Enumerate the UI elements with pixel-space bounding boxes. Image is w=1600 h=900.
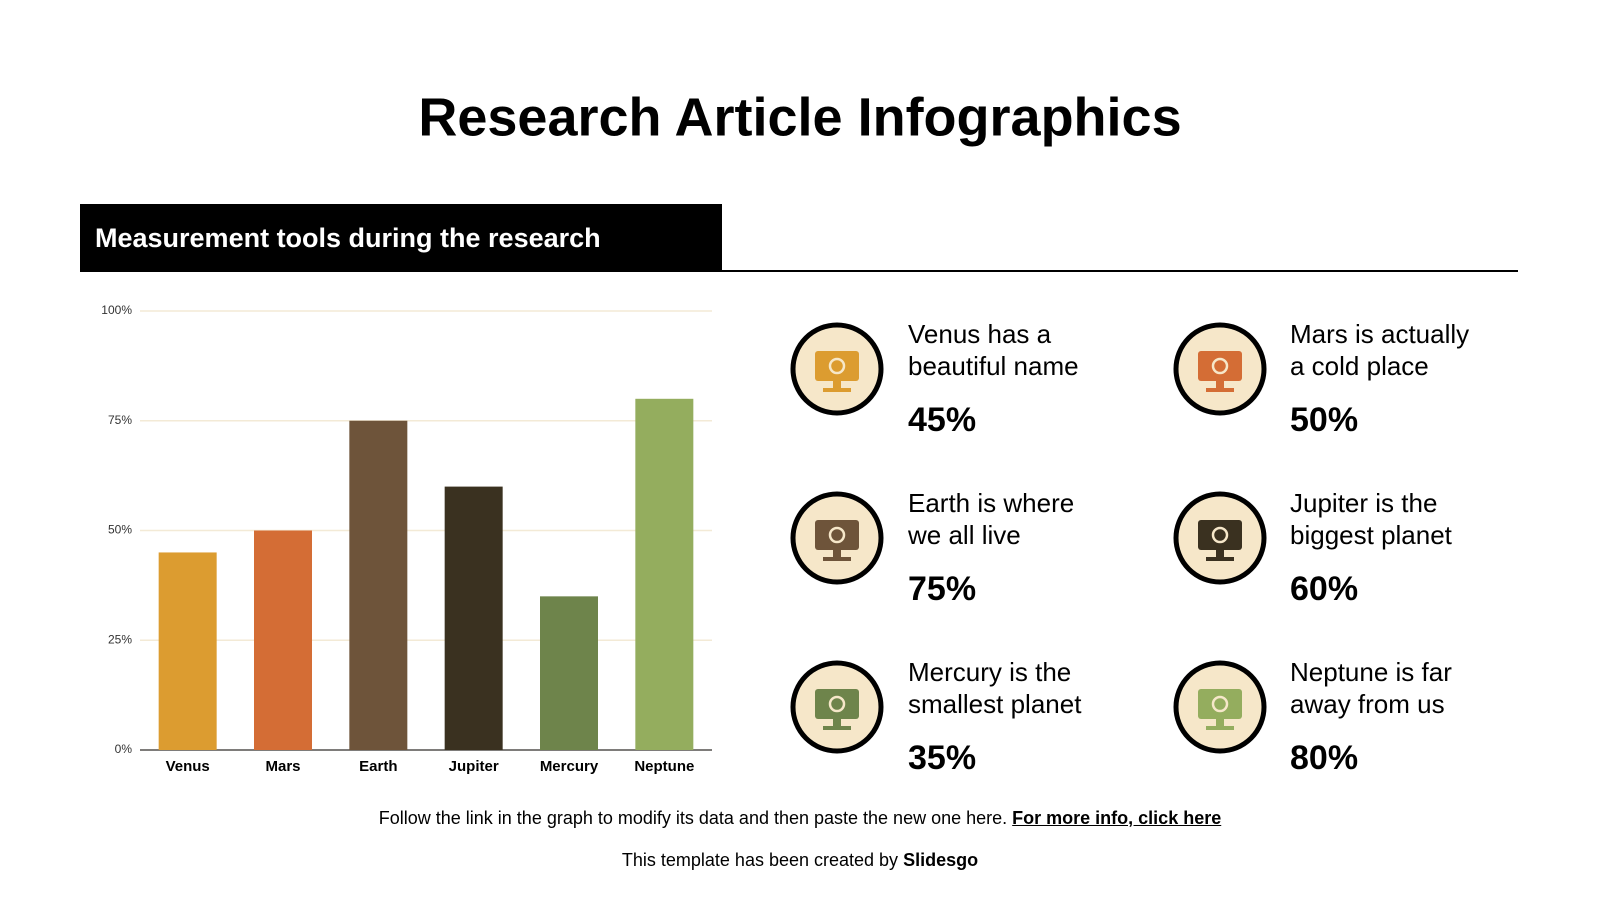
- icon-stand: [833, 550, 841, 558]
- icon-base: [1206, 557, 1234, 561]
- icon-stand: [1216, 550, 1224, 558]
- icon-stand: [1216, 381, 1224, 389]
- item-text: Mercury is the: [908, 657, 1071, 687]
- item-text: Venus has a: [908, 319, 1052, 349]
- credit: This template has been created by: [621, 850, 899, 870]
- icon-detail: [1211, 695, 1229, 713]
- note: Follow the link in the graph to modify i…: [378, 808, 1008, 828]
- icon-screen: [1198, 351, 1242, 381]
- item-value: 80%: [1290, 739, 1358, 777]
- x-tick-label: Earth: [359, 758, 397, 775]
- item-text: we all live: [907, 520, 1021, 550]
- icon-base: [823, 557, 851, 561]
- icon-stand: [1216, 719, 1224, 727]
- item-value: 50%: [1290, 401, 1358, 439]
- icon-screen: [1198, 520, 1242, 550]
- icon-stand: [833, 719, 841, 727]
- title: Research Article Infographics: [418, 87, 1181, 147]
- section-bar: [80, 204, 722, 272]
- item-text: smallest planet: [908, 689, 1082, 719]
- bar: [635, 398, 694, 750]
- bar: [158, 552, 217, 750]
- icon-detail: [1211, 526, 1229, 544]
- x-tick-label: Neptune: [634, 758, 694, 775]
- footer-note: Follow the link in the graph to modify i…: [0, 808, 1600, 829]
- icon-base: [1206, 388, 1234, 392]
- bar: [540, 596, 598, 750]
- icon-detail: [828, 695, 846, 713]
- item-text: beautiful name: [908, 351, 1079, 381]
- brand: Slidesgo: [903, 850, 979, 870]
- item-value: 35%: [908, 739, 976, 777]
- item-value: 75%: [908, 570, 976, 608]
- y-tick-label: 25%: [108, 632, 132, 646]
- x-tick-label: Mercury: [540, 758, 599, 775]
- bar: [254, 530, 312, 750]
- item-text: Jupiter is the: [1290, 488, 1437, 518]
- icon-detail: [828, 526, 846, 544]
- icon-screen: [815, 351, 859, 381]
- x-tick-label: Venus: [166, 758, 210, 775]
- item-text: biggest planet: [1290, 520, 1453, 550]
- item-text: Earth is where: [908, 488, 1074, 518]
- item-text: Neptune is far: [1290, 657, 1452, 687]
- y-tick-label: 0%: [115, 742, 133, 756]
- footer-credit: This template has been created by Slides…: [0, 850, 1600, 871]
- icon-base: [823, 726, 851, 730]
- icon-screen: [815, 689, 859, 719]
- icon-screen: [1198, 689, 1242, 719]
- y-tick-label: 100%: [101, 303, 132, 317]
- icon-detail: [828, 357, 846, 375]
- icon-stand: [833, 381, 841, 389]
- item-text: a cold place: [1290, 351, 1429, 381]
- y-tick-label: 50%: [108, 523, 132, 537]
- x-tick-label: Mars: [265, 758, 300, 775]
- bar: [349, 420, 408, 750]
- item-value: 45%: [908, 401, 976, 439]
- icon-base: [823, 388, 851, 392]
- section-title: Measurement tools during the research: [95, 223, 601, 253]
- icon-detail: [1211, 357, 1229, 375]
- item-text: away from us: [1290, 689, 1445, 719]
- bar: [444, 486, 503, 750]
- x-tick-label: Jupiter: [449, 758, 499, 775]
- icon-screen: [815, 520, 859, 550]
- icon-base: [1206, 726, 1234, 730]
- info-link[interactable]: For more info, click here: [1012, 808, 1222, 828]
- y-tick-label: 75%: [108, 413, 132, 427]
- item-text: Mars is actually: [1290, 319, 1469, 349]
- item-value: 60%: [1290, 570, 1358, 608]
